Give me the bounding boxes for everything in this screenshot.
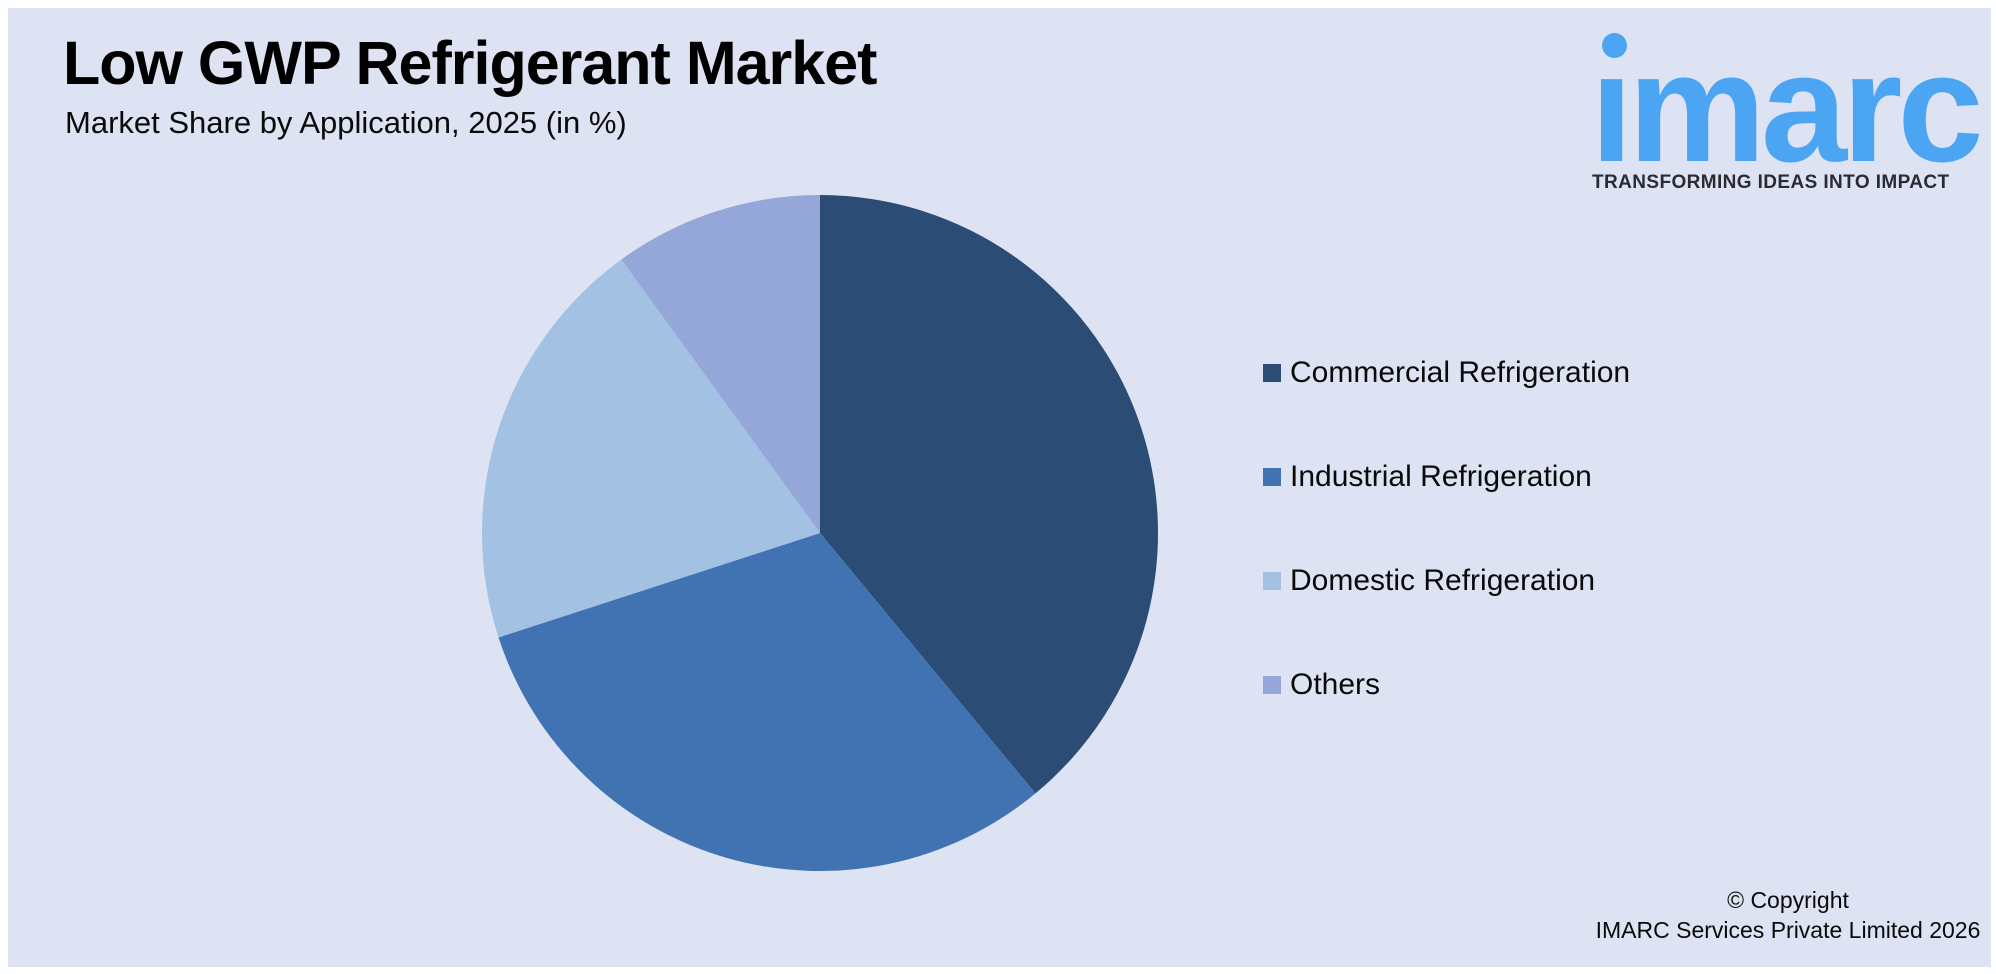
copyright-line1: © Copyright [1727,887,1849,913]
pie-slice-others [621,195,820,533]
chart-legend: Commercial Refrigeration Industrial Refr… [1263,356,1630,702]
legend-item-others: Others [1263,668,1630,702]
legend-swatch-icon [1263,572,1281,590]
legend-swatch-icon [1263,676,1281,694]
legend-label: Commercial Refrigeration [1290,356,1631,389]
copyright: © Copyright IMARC Services Private Limit… [1568,885,1996,945]
pie-chart [481,194,1159,872]
chart-canvas: Low GWP Refrigerant Market Market Share … [8,8,1991,967]
pie-slice-commercial-refrigeration [820,195,1158,794]
logo-wordmark: ımarc [1590,21,1984,194]
legend-item-industrial-refrigeration: Industrial Refrigeration [1263,460,1630,494]
legend-swatch-icon [1263,468,1281,486]
logo-tagline: TRANSFORMING IDEAS INTO IMPACT [1592,172,1950,193]
page-subtitle: Market Share by Application, 2025 (in %) [65,105,627,140]
legend-item-commercial-refrigeration: Commercial Refrigeration [1263,356,1630,390]
legend-swatch-icon [1263,364,1281,382]
legend-label: Others [1290,668,1381,701]
page-title: Low GWP Refrigerant Market [63,29,877,97]
legend-label: Industrial Refrigeration [1290,460,1592,493]
legend-label: Domestic Refrigeration [1290,564,1596,597]
legend-item-domestic-refrigeration: Domestic Refrigeration [1263,564,1630,598]
imarc-logo: ımarc TRANSFORMING IDEAS INTO IMPACT [1590,21,1985,198]
copyright-line2: IMARC Services Private Limited 2026 [1595,917,1981,943]
pie-chart-svg [481,195,1158,872]
logo-dot-icon [1602,33,1627,58]
pie-slice-domestic-refrigeration [481,259,820,638]
pie-slice-industrial-refrigeration [498,533,1036,872]
